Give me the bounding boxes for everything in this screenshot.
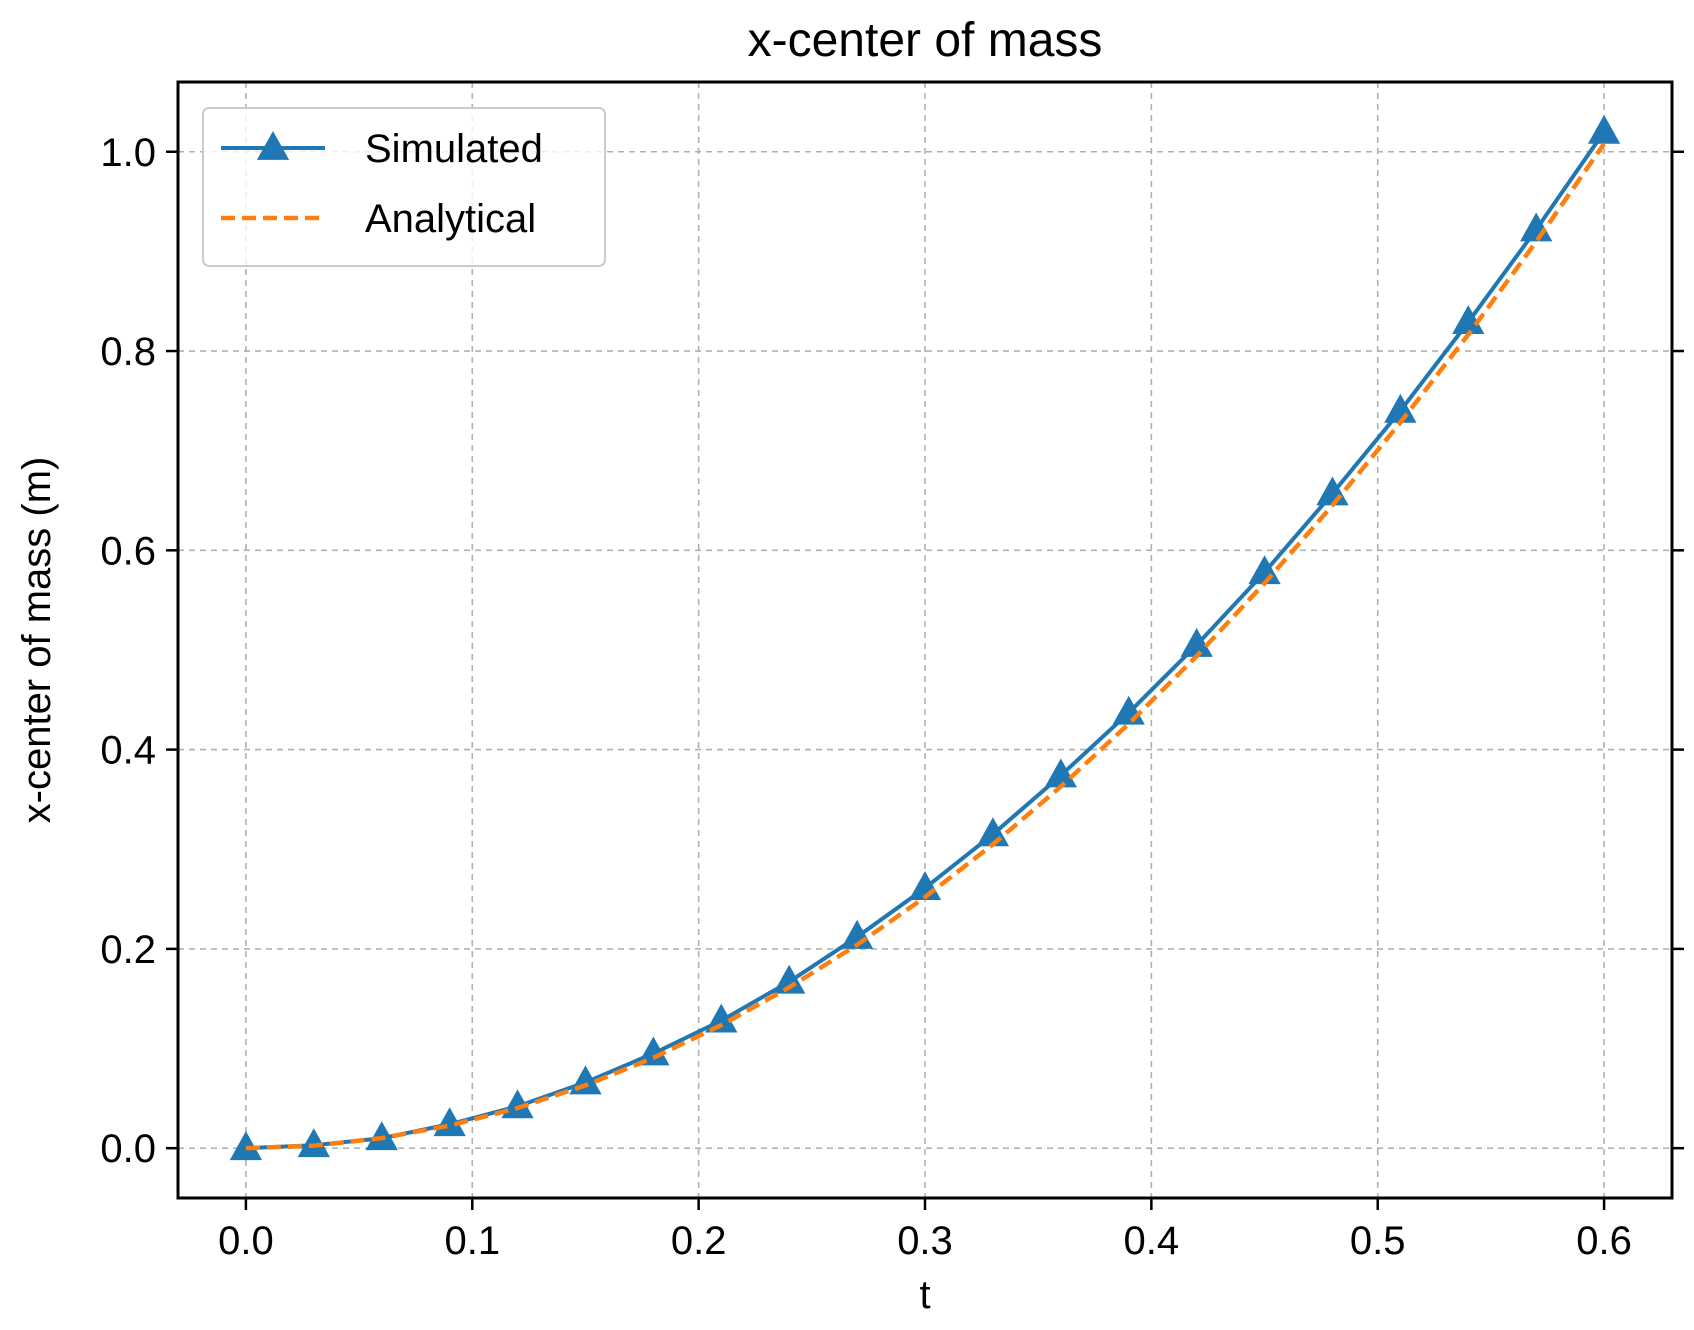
data-point-simulated bbox=[1587, 114, 1621, 144]
data-point-simulated bbox=[773, 964, 806, 994]
x-axis-label: t bbox=[919, 1273, 930, 1317]
x-tick-label: 0.5 bbox=[1350, 1219, 1406, 1263]
x-tick-label: 0.3 bbox=[897, 1219, 953, 1263]
grid bbox=[178, 82, 1672, 1198]
legend-label-analytical: Analytical bbox=[365, 197, 536, 241]
data-point-simulated bbox=[365, 1121, 398, 1151]
x-tick-label: 0.2 bbox=[671, 1219, 727, 1263]
ticks: 0.0 0.1 0.2 0.3 0.4 0.5 0.6 0.0 0.2 0.4 0.6 0.8 1.0 bbox=[100, 131, 1684, 1263]
legend: Simulated Analytical bbox=[202, 107, 606, 267]
y-tick-label: 0.8 bbox=[100, 330, 156, 374]
y-tick-label: 0.2 bbox=[100, 928, 156, 972]
data-point-simulated bbox=[1520, 212, 1553, 242]
legend-marker-simulated bbox=[256, 131, 290, 160]
data-point-simulated bbox=[637, 1036, 670, 1066]
data-point-simulated bbox=[229, 1131, 263, 1161]
x-tick-label: 0.4 bbox=[1124, 1219, 1180, 1263]
data-point-simulated bbox=[501, 1089, 534, 1119]
data-point-simulated bbox=[705, 1003, 738, 1033]
y-tick-label: 0.0 bbox=[100, 1127, 156, 1171]
series-line-analytical bbox=[245, 142, 1606, 1151]
x-tick-label: 0.1 bbox=[444, 1219, 500, 1263]
data-point-simulated bbox=[297, 1128, 330, 1158]
data-point-simulated bbox=[1180, 627, 1213, 657]
data-point-simulated bbox=[1452, 305, 1485, 335]
chart-title: x-center of mass bbox=[748, 14, 1103, 67]
legend-label-simulated: Simulated bbox=[365, 127, 543, 171]
x-tick-label: 0.0 bbox=[218, 1219, 274, 1263]
x-tick-label: 0.6 bbox=[1576, 1219, 1632, 1263]
y-tick-label: 0.6 bbox=[100, 529, 156, 573]
y-tick-label: 1.0 bbox=[100, 131, 156, 175]
legend-entries: Simulated Analytical bbox=[221, 127, 543, 241]
y-axis-label: x-center of mass (m) bbox=[15, 457, 59, 824]
y-tick-label: 0.4 bbox=[100, 729, 156, 773]
series-layer bbox=[229, 114, 1621, 1161]
data-point-simulated bbox=[1044, 758, 1077, 788]
